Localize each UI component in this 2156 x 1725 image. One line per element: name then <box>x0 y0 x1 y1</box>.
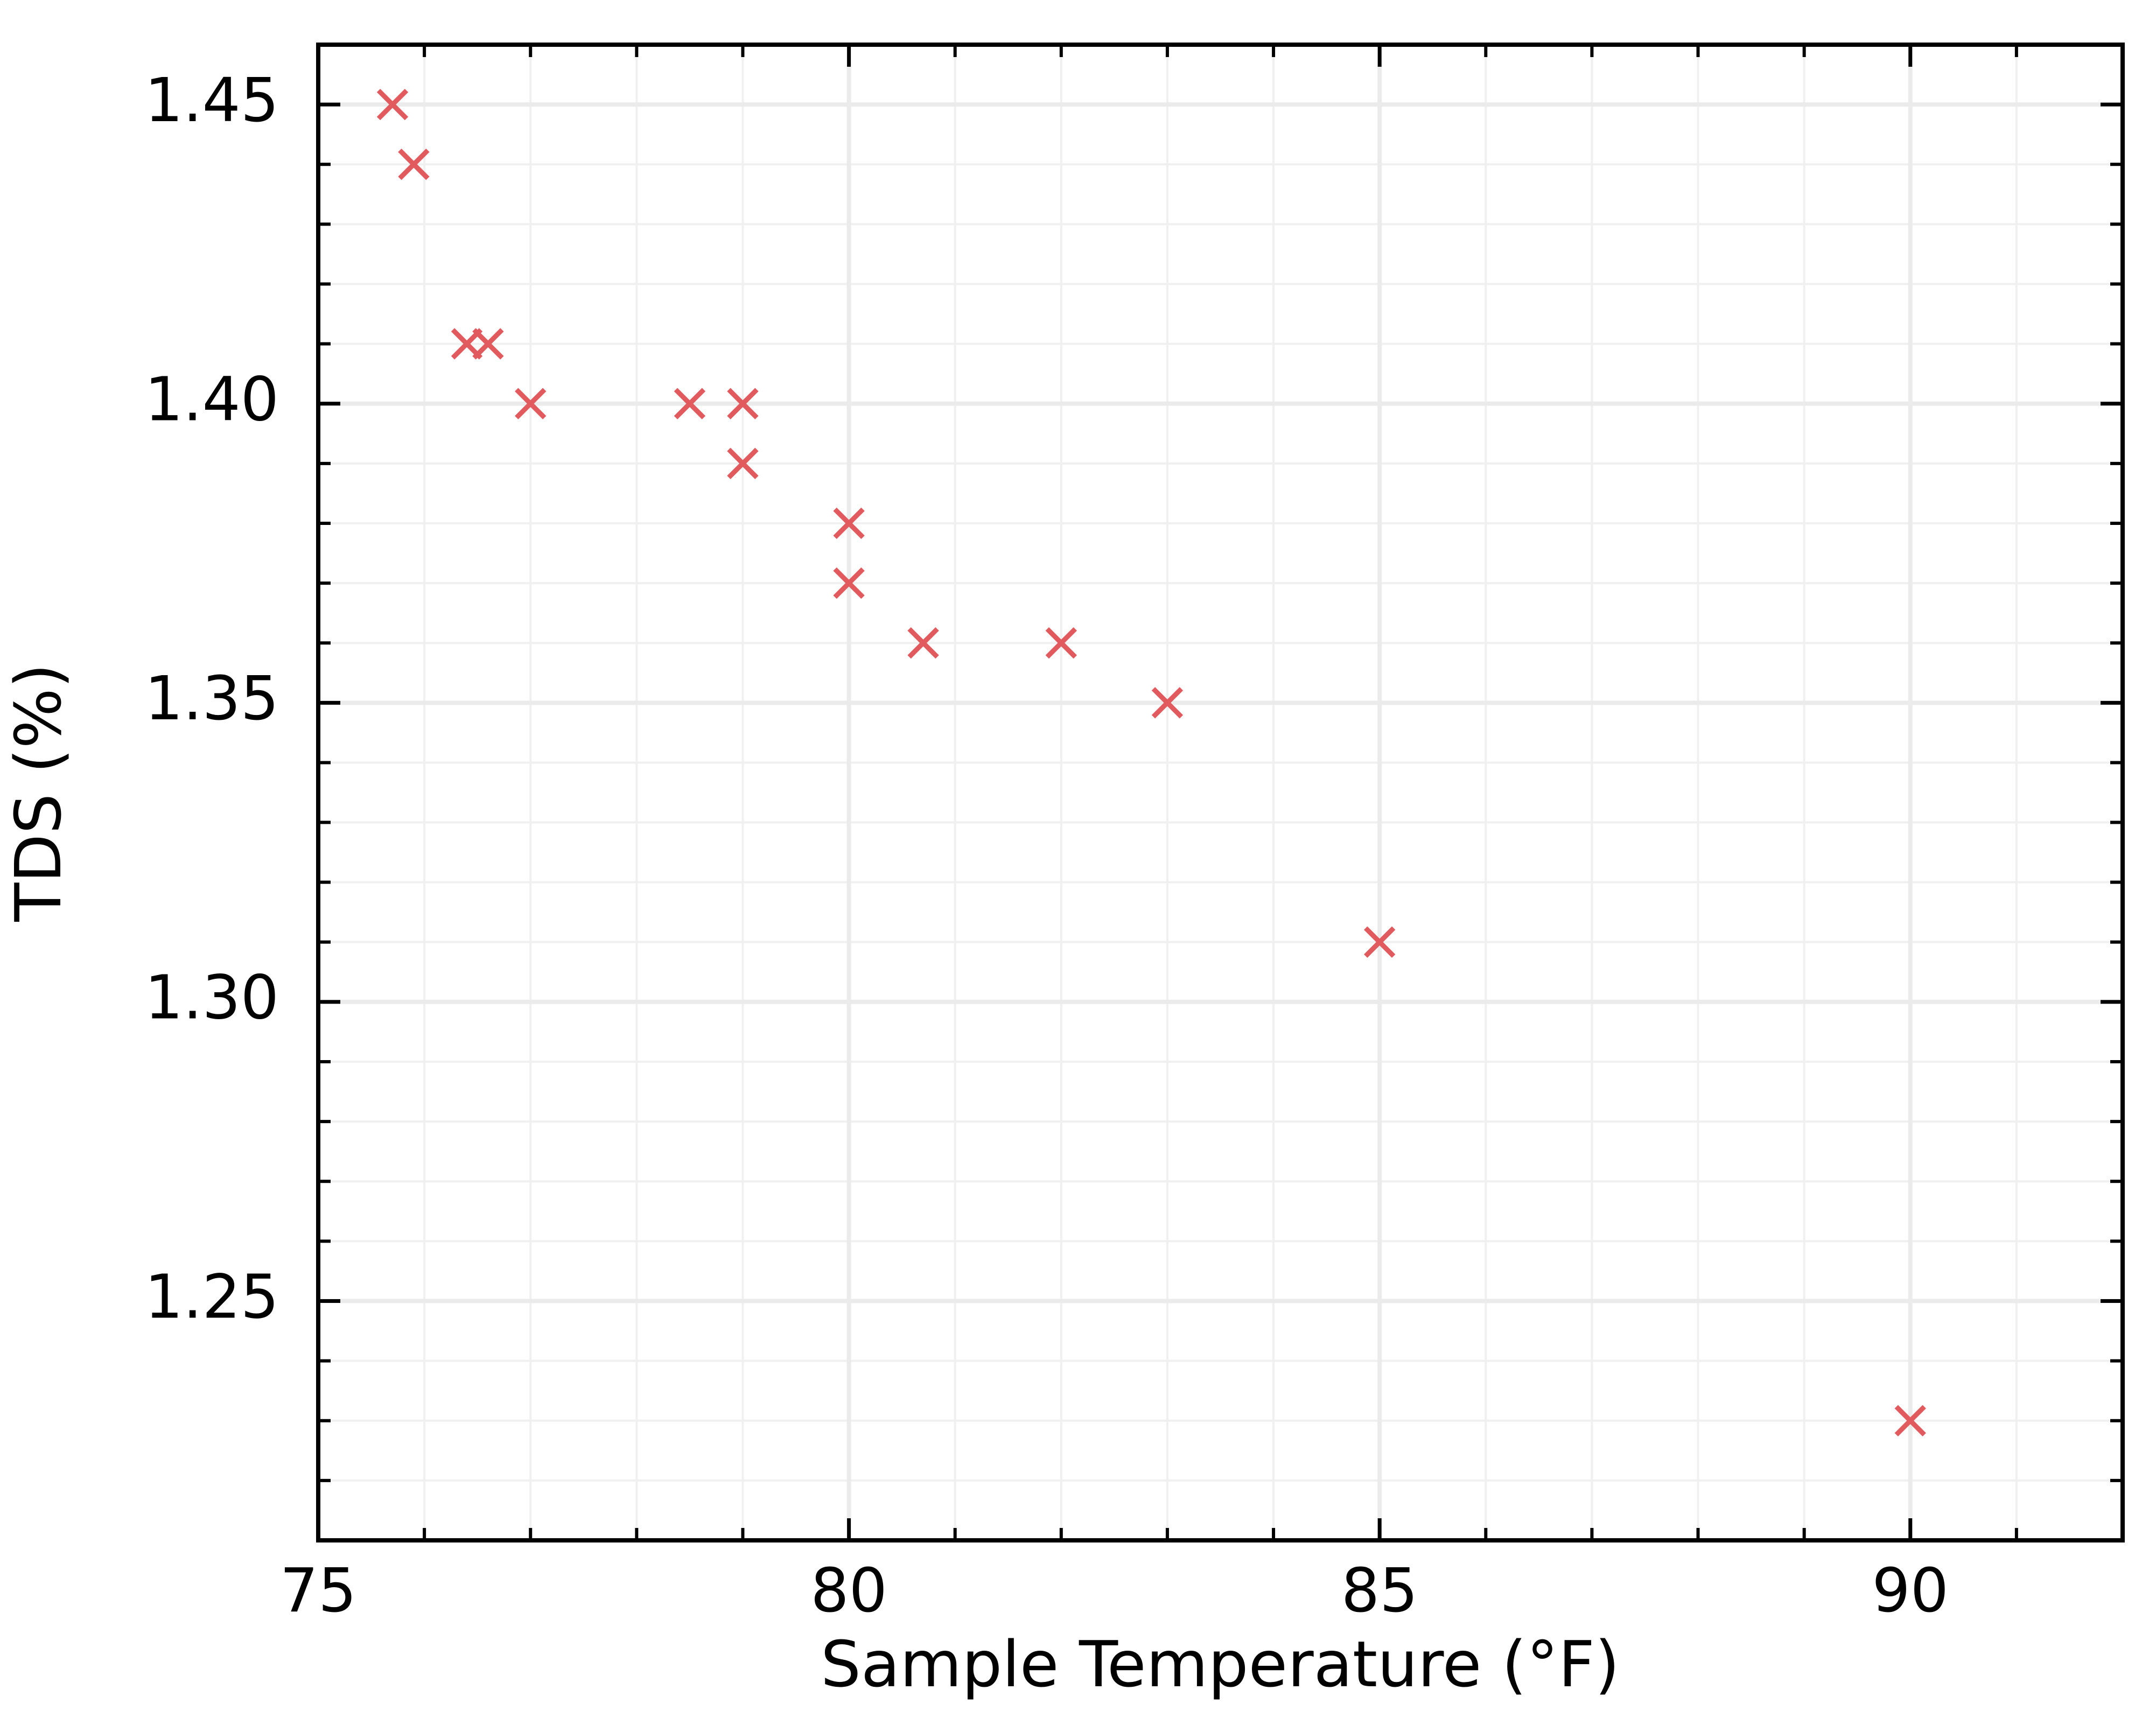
y-tick-label: 1.40 <box>145 364 279 434</box>
x-tick-label: 90 <box>1872 1556 1949 1626</box>
y-tick-label: 1.25 <box>145 1262 279 1332</box>
marker <box>1151 687 1184 719</box>
x-tick-label: 80 <box>810 1556 887 1626</box>
marker <box>398 149 430 180</box>
marker <box>472 328 504 360</box>
marker <box>833 507 865 539</box>
marker <box>727 447 759 480</box>
marker <box>907 627 939 659</box>
y-axis-label: TDS (%) <box>1 663 75 922</box>
x-tick-label: 75 <box>280 1556 357 1626</box>
y-tick-label: 1.45 <box>145 66 279 136</box>
marker <box>1045 627 1077 659</box>
marker <box>1363 926 1396 958</box>
x-tick-label: 85 <box>1341 1556 1418 1626</box>
marker <box>727 388 759 419</box>
marker <box>674 388 706 419</box>
x-axis-label: Sample Temperature (°F) <box>821 1627 1620 1701</box>
marker <box>515 388 547 419</box>
y-tick-label: 1.35 <box>145 664 279 734</box>
marker <box>376 88 409 121</box>
plot-frame <box>316 43 2125 1542</box>
y-tick-label: 1.30 <box>145 963 279 1033</box>
marker <box>1894 1405 1926 1436</box>
marker <box>833 567 865 599</box>
